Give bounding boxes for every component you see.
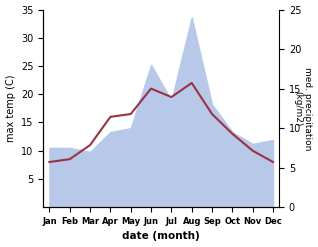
- X-axis label: date (month): date (month): [122, 231, 200, 242]
- Y-axis label: max temp (C): max temp (C): [5, 75, 16, 142]
- Y-axis label: med. precipitation
(kg/m2): med. precipitation (kg/m2): [293, 67, 313, 150]
